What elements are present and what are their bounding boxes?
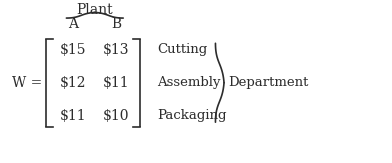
Text: $11: $11 — [103, 76, 129, 90]
Text: W =: W = — [12, 76, 42, 90]
Text: $10: $10 — [103, 109, 129, 123]
Text: $12: $12 — [60, 76, 87, 90]
Text: $11: $11 — [60, 109, 87, 123]
Text: A: A — [68, 17, 78, 31]
Text: Department: Department — [228, 76, 308, 89]
Text: $13: $13 — [103, 43, 129, 57]
Text: Packaging: Packaging — [157, 109, 227, 122]
Text: $15: $15 — [60, 43, 87, 57]
Text: Plant: Plant — [76, 3, 113, 17]
Text: Assembly: Assembly — [157, 76, 221, 89]
Text: Cutting: Cutting — [157, 43, 207, 56]
Text: B: B — [111, 17, 121, 31]
